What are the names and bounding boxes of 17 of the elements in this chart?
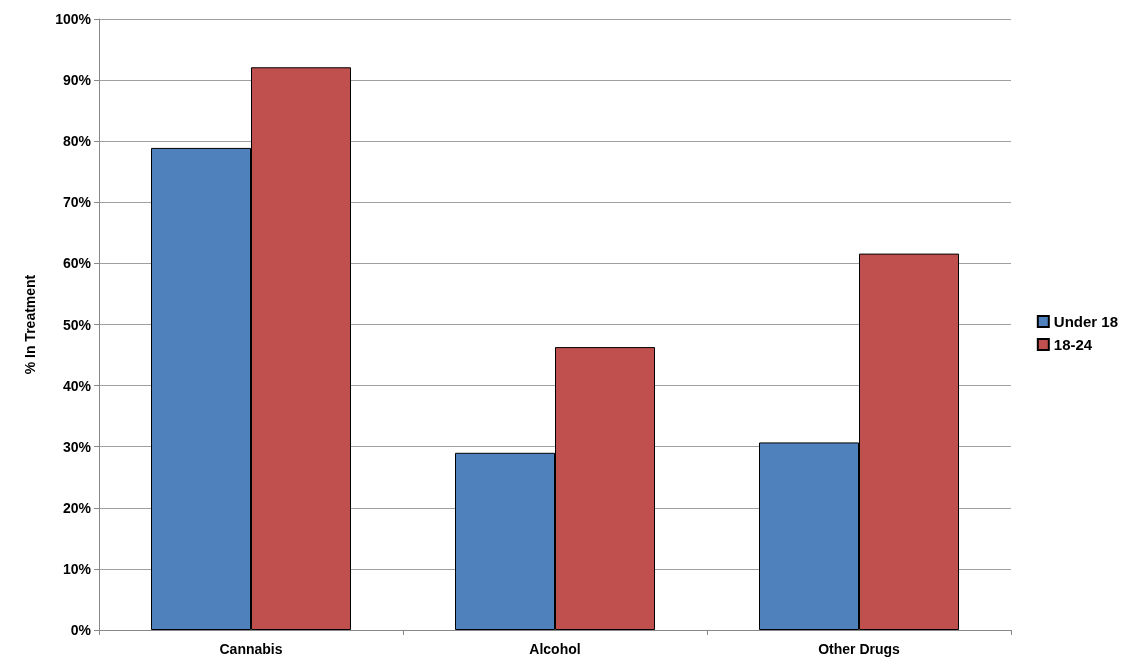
y-tick-label: 80% bbox=[62, 133, 92, 150]
y-tick-label: 70% bbox=[62, 194, 92, 211]
y-tick-label: 60% bbox=[62, 255, 92, 272]
legend-label: Under 18 bbox=[1053, 313, 1119, 330]
x-tick-label: Other Drugs bbox=[818, 641, 901, 657]
y-tick-label: 30% bbox=[62, 438, 92, 455]
x-tick-label: Alcohol bbox=[529, 641, 581, 657]
y-tick-label: 50% bbox=[62, 316, 92, 333]
y-tick-label: 10% bbox=[62, 560, 92, 577]
y-tick-label: 0% bbox=[70, 622, 92, 638]
x-tick-label: Cannabis bbox=[219, 641, 283, 657]
y-tick-label: 20% bbox=[62, 499, 92, 516]
y-tick-label: 40% bbox=[62, 377, 92, 394]
y-axis-title: % In Treatment bbox=[22, 274, 38, 375]
legend-label: 18-24 bbox=[1053, 336, 1093, 353]
y-tick-label: 100% bbox=[55, 11, 92, 27]
y-tick-label: 90% bbox=[62, 72, 92, 89]
